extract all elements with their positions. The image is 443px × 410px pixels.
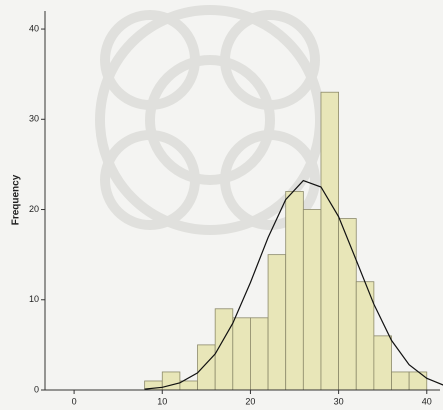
x-tick-label: 40 — [422, 396, 432, 406]
bar — [338, 218, 357, 391]
y-tick-label: 10 — [29, 294, 39, 304]
bar — [267, 254, 287, 391]
x-tick-label: 20 — [245, 396, 255, 406]
bar — [250, 317, 269, 391]
normal-curve — [144, 179, 443, 390]
x-tick-label: 30 — [334, 396, 344, 406]
bar — [179, 380, 198, 391]
x-tick-label: 0 — [72, 396, 77, 406]
y-tick-label: 30 — [29, 114, 39, 124]
bar — [161, 371, 181, 391]
bar — [391, 371, 410, 391]
y-tick-label: 20 — [29, 204, 39, 214]
bar — [197, 344, 216, 391]
bar — [373, 335, 392, 391]
bar — [232, 317, 251, 391]
bar — [302, 209, 322, 391]
bar — [320, 91, 340, 391]
y-axis-label: Frequency — [11, 174, 22, 225]
y-tick-label: 40 — [29, 23, 39, 33]
bar — [408, 371, 428, 391]
watermark — [95, 5, 325, 235]
bar — [285, 191, 304, 391]
x-tick-label: 10 — [157, 396, 167, 406]
y-tick-label: 0 — [34, 384, 39, 394]
